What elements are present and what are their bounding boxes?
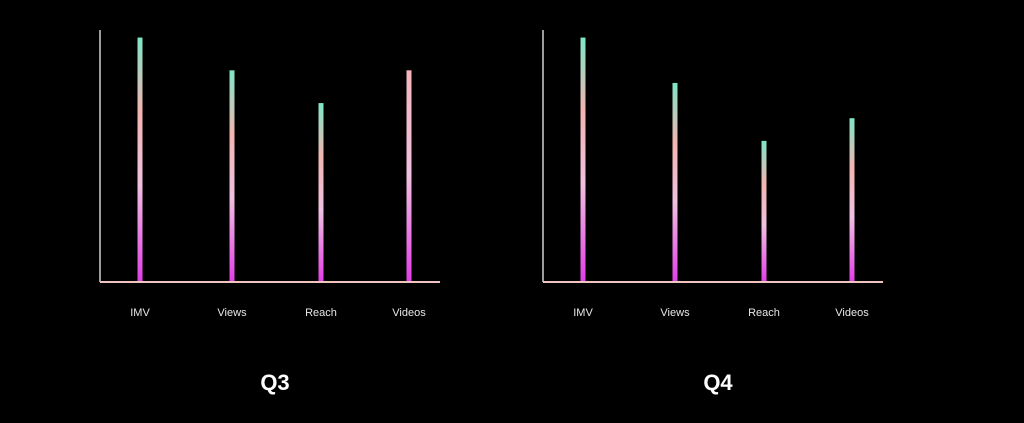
x-tick-label: Videos	[392, 307, 426, 319]
bar	[761, 140, 767, 282]
x-tick-label: Reach	[748, 307, 780, 319]
bar	[229, 70, 235, 282]
bar	[580, 37, 586, 283]
chart-title: Q3	[260, 370, 289, 395]
x-tick-label: IMV	[130, 307, 150, 319]
x-tick-label: Views	[660, 307, 690, 319]
bar	[849, 118, 855, 282]
x-tick-label: Views	[217, 307, 247, 319]
chart-title: Q4	[703, 370, 733, 395]
bar	[406, 70, 412, 282]
bar	[318, 103, 324, 282]
bar	[672, 82, 678, 282]
x-tick-label: Videos	[835, 307, 869, 319]
bar	[137, 37, 143, 283]
x-tick-label: IMV	[573, 307, 593, 319]
x-tick-label: Reach	[305, 307, 337, 319]
